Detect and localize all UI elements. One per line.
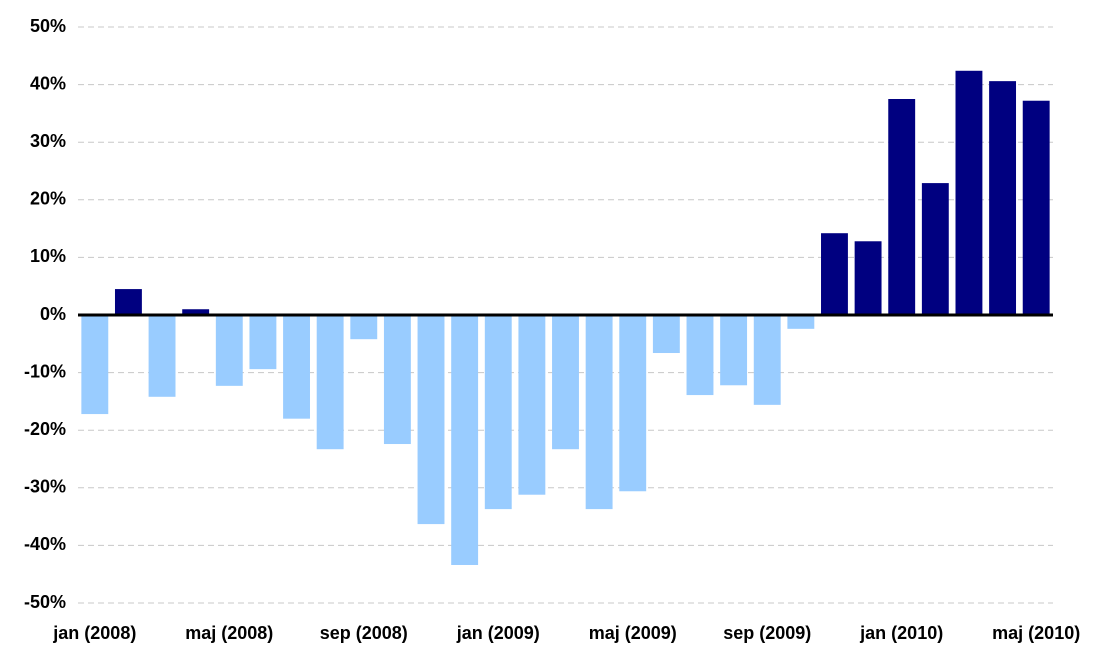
y-tick-label: 40% xyxy=(30,73,66,93)
bar xyxy=(114,289,142,315)
bar xyxy=(249,315,277,370)
y-tick-label: -10% xyxy=(24,361,66,381)
bar xyxy=(888,99,916,315)
bar xyxy=(148,315,176,397)
x-tick-label: jan (2010) xyxy=(859,623,943,643)
y-tick-label: -40% xyxy=(24,534,66,554)
bar xyxy=(686,315,714,396)
bar xyxy=(417,315,445,525)
x-tick-label: maj (2010) xyxy=(992,623,1080,643)
bar xyxy=(451,315,479,565)
bar xyxy=(350,315,378,340)
bar xyxy=(787,315,815,329)
bar xyxy=(518,315,546,495)
x-tick-label: maj (2008) xyxy=(185,623,273,643)
y-tick-label: 10% xyxy=(30,246,66,266)
x-tick-label: jan (2008) xyxy=(52,623,136,643)
bar xyxy=(821,233,848,315)
bar xyxy=(989,81,1017,315)
bar xyxy=(921,183,949,315)
bar xyxy=(215,315,243,386)
bar xyxy=(753,315,781,405)
bar xyxy=(283,315,310,419)
bar xyxy=(316,315,344,450)
y-tick-label: 30% xyxy=(30,131,66,151)
x-tick-label: maj (2009) xyxy=(589,623,677,643)
bar xyxy=(619,315,647,492)
y-tick-label: -50% xyxy=(24,592,66,612)
bar xyxy=(652,315,680,354)
bar xyxy=(182,309,210,315)
x-tick-label: jan (2009) xyxy=(456,623,540,643)
bar xyxy=(383,315,411,445)
x-tick-label: sep (2008) xyxy=(320,623,408,643)
bar xyxy=(955,70,983,315)
bar xyxy=(484,315,512,510)
y-tick-label: -30% xyxy=(24,477,66,497)
y-tick-label: 50% xyxy=(30,16,66,36)
x-tick-label: sep (2009) xyxy=(723,623,811,643)
bar xyxy=(585,315,613,510)
bar xyxy=(1022,100,1050,315)
y-tick-label: -20% xyxy=(24,419,66,439)
y-tick-label: 20% xyxy=(30,189,66,209)
y-tick-label: 0% xyxy=(40,304,66,324)
bar xyxy=(81,315,109,415)
bar xyxy=(720,315,748,386)
bar xyxy=(854,241,882,315)
bar xyxy=(552,315,579,450)
